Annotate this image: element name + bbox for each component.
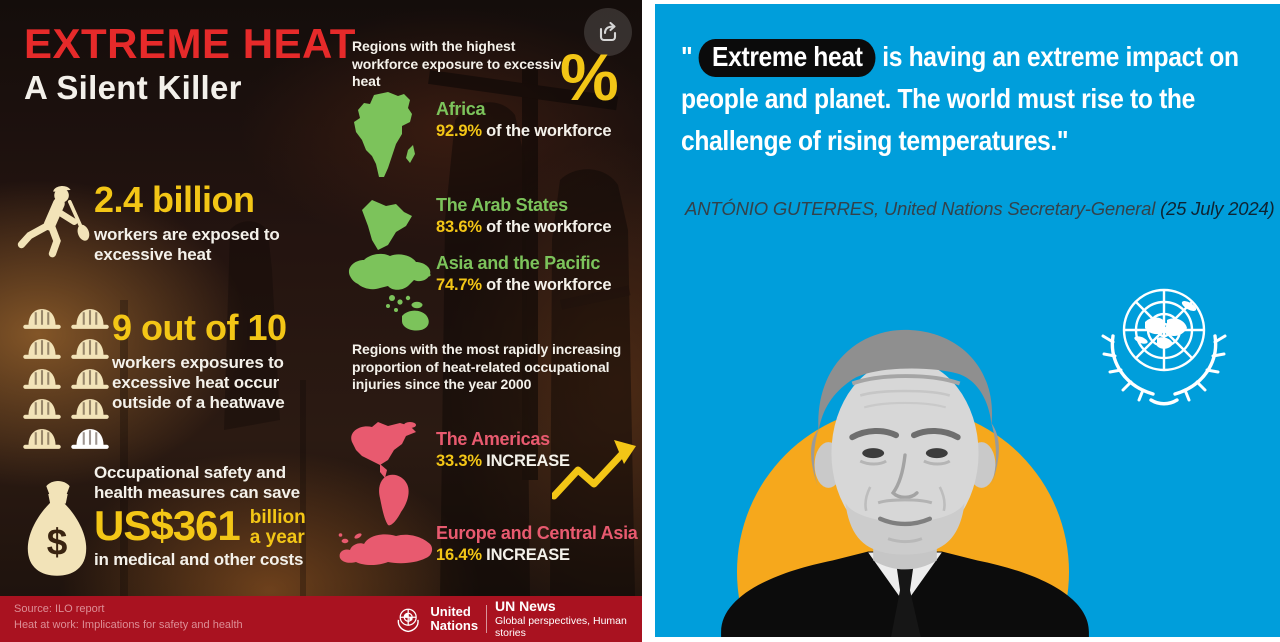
infographic-footer: Source: ILO report Heat at work: Implica… xyxy=(0,596,642,642)
hardhat-icon xyxy=(71,309,109,329)
attribution-title: United Nations Secretary-General xyxy=(878,198,1161,219)
quote-attribution: ANTÓNIO GUTERRES, United Nations Secreta… xyxy=(685,198,1275,220)
un-news-brand[interactable]: United Nations UN News Global perspectiv… xyxy=(394,596,642,642)
share-button[interactable] xyxy=(584,8,632,56)
hardhat-icon xyxy=(23,339,61,359)
stat-heatwave: 9 out of 10 workers exposures to excessi… xyxy=(112,310,292,413)
hardhat-icon xyxy=(23,369,61,389)
quote-panel: " Extreme heat is having an extreme impa… xyxy=(655,0,1280,642)
attribution-date: (25 July 2024) xyxy=(1160,198,1275,219)
region-americas-value: 33.3% xyxy=(436,451,482,470)
money-bag-icon: $ xyxy=(27,481,87,576)
svg-text:$: $ xyxy=(47,521,68,562)
share-icon xyxy=(599,21,617,42)
percent-symbol: % xyxy=(560,40,619,114)
infographic-panel: EXTREME HEAT A Silent Killer xyxy=(0,0,642,642)
digging-worker-icon xyxy=(17,185,90,258)
hardhat-icon xyxy=(71,339,109,359)
un-emblem-small-icon xyxy=(397,608,419,633)
brand-text: UN News Global perspectives, Human stori… xyxy=(494,597,642,640)
brand-divider xyxy=(486,605,487,633)
hardhat-pictogram-grid xyxy=(22,306,110,451)
construction-silhouette-background xyxy=(120,60,635,596)
region-row-americas: The Americas 33.3% INCREASE xyxy=(436,429,570,470)
stat-savings-value: US$361 xyxy=(94,502,241,550)
stat-savings: Occupational safety and health measures … xyxy=(94,463,339,570)
stat-workers-exposed: 2.4 billion workers are exposed to exces… xyxy=(94,182,284,265)
exposure-section-heading: Regions with the highest workforce expos… xyxy=(352,38,570,89)
brand-name: UN News xyxy=(494,597,556,614)
stat-workers-desc: workers are exposed to excessive heat xyxy=(94,225,280,265)
region-asia-value: 74.7% xyxy=(436,275,482,294)
hardhat-outline-icon xyxy=(71,429,109,449)
quote-body: is having an extreme impact on people an… xyxy=(681,41,1239,156)
region-africa-value: 92.9% xyxy=(436,121,482,140)
americas-map-icon xyxy=(351,422,416,526)
region-row-africa: Africa 92.9% of the workforce xyxy=(436,99,612,140)
quote-highlight-pill: Extreme heat xyxy=(698,39,876,77)
page-subtitle: A Silent Killer xyxy=(24,69,242,107)
attribution-name: ANTÓNIO GUTERRES, xyxy=(685,198,879,219)
upward-trend-arrow-icon xyxy=(552,440,636,500)
stat-savings-intro: Occupational safety and health measures … xyxy=(94,463,300,503)
africa-map-icon xyxy=(354,92,415,177)
page-title: EXTREME HEAT xyxy=(24,20,356,67)
un-emblem-icon xyxy=(1101,288,1227,406)
asia-pacific-map-icon xyxy=(348,253,431,331)
stat-heatwave-desc: workers exposures to excessive heat occu… xyxy=(112,353,285,413)
org-name: United Nations xyxy=(430,604,479,633)
region-arab-value: 83.6% xyxy=(436,217,482,236)
open-quote-mark: " xyxy=(681,41,699,72)
hardhat-icon xyxy=(23,429,61,449)
region-europe-value: 16.4% xyxy=(436,545,482,564)
stat-savings-desc: in medical and other costs xyxy=(94,549,304,569)
brand-tagline: Global perspectives, Human stories xyxy=(494,615,627,640)
hardhat-icon xyxy=(23,309,61,329)
europe-central-asia-map-icon xyxy=(338,533,433,565)
hardhat-icon xyxy=(71,399,109,419)
injuries-section-heading: Regions with the most rapidly increasing… xyxy=(352,341,622,392)
quote-text: " Extreme heat is having an extreme impa… xyxy=(681,36,1264,162)
title-block: EXTREME HEAT A Silent Killer xyxy=(24,20,356,107)
source-text: Source: ILO report Heat at work: Implica… xyxy=(14,603,243,631)
region-row-arab-states: The Arab States 83.6% of the workforce xyxy=(436,195,612,236)
region-row-europe-central-asia: Europe and Central Asia 16.4% INCREASE xyxy=(436,523,638,564)
arab-states-map-icon xyxy=(362,200,412,250)
region-row-asia-pacific: Asia and the Pacific 74.7% of the workfo… xyxy=(436,253,612,294)
antonio-guterres-portrait xyxy=(721,329,1089,637)
stat-savings-units: billion a year xyxy=(249,507,306,549)
stat-heatwave-value: 9 out of 10 xyxy=(112,307,287,348)
hardhat-icon xyxy=(71,369,109,389)
stat-workers-value: 2.4 billion xyxy=(94,179,255,220)
hardhat-icon xyxy=(23,399,61,419)
